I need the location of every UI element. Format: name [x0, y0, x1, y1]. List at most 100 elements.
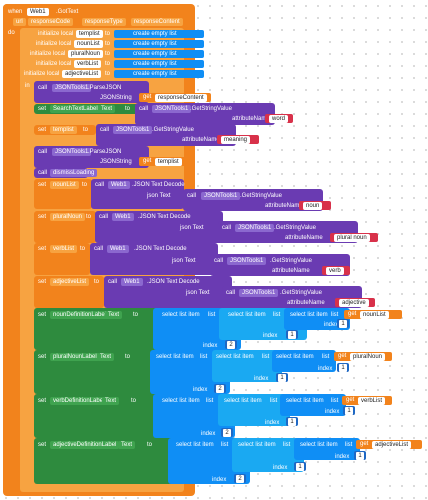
select-mid-2[interactable] — [212, 350, 282, 382]
local-name-templist[interactable]: templist — [76, 30, 103, 38]
call-kw: call — [38, 85, 48, 91]
init-local-3: initialize local — [30, 51, 66, 57]
init-local-4: initialize local — [36, 61, 72, 67]
event-component[interactable]: Web1 — [27, 8, 49, 16]
text-prop-1[interactable]: Text — [98, 105, 116, 113]
jsontools-comp-5[interactable]: JSONTools1 — [201, 192, 241, 200]
num-1c[interactable]: 1 — [339, 363, 347, 372]
param-url[interactable]: url — [13, 18, 26, 26]
decode-call-1[interactable] — [91, 179, 184, 209]
attributename-2: attributeName — [182, 137, 220, 143]
jsonstring-label-2: JSONString — [100, 159, 132, 165]
pluralnoun-set-field[interactable]: pluralNoun — [50, 213, 86, 221]
jsontools-comp-7[interactable]: JSONTools1 — [227, 257, 267, 265]
getstringvalue-1: .GetStringValue — [190, 106, 232, 112]
dismiss-loading[interactable]: dismissLoading — [50, 169, 98, 177]
local-name-pluralnoun[interactable]: pluralNoun — [68, 50, 104, 58]
select-kw-10: select list item — [176, 442, 214, 448]
jsontools-comp-4[interactable]: JSONTools1 — [52, 148, 92, 156]
select-mid-4[interactable] — [232, 438, 304, 472]
local-name-nounlist[interactable]: nounList — [74, 40, 103, 48]
select-inner-1[interactable] — [284, 308, 350, 330]
select-inner-4[interactable] — [294, 438, 360, 460]
num-2d[interactable]: 2 — [236, 474, 244, 483]
select-kw-9: select list item — [286, 398, 324, 404]
list-kw-12: list — [345, 442, 353, 448]
param-response-code[interactable]: responseCode — [28, 18, 74, 26]
select-inner-2[interactable] — [272, 350, 336, 372]
create-empty-list-5[interactable] — [114, 70, 204, 78]
select-inner-3[interactable] — [280, 394, 346, 416]
num-2a[interactable]: 2 — [227, 340, 235, 349]
get-verblist[interactable]: verbList — [358, 397, 386, 405]
web1-comp-4[interactable]: Web1 — [121, 278, 143, 286]
index-kw-7: index — [325, 409, 340, 415]
adjective-string[interactable]: adjective — [339, 298, 369, 307]
verb-string[interactable]: verb — [326, 266, 344, 275]
num-1e[interactable]: 1 — [345, 406, 353, 415]
get-adjectivelist[interactable]: adjectiveList — [372, 441, 412, 449]
meaning-string[interactable]: meaning — [221, 135, 251, 144]
word-string[interactable]: word — [269, 114, 289, 123]
local-name-verblist[interactable]: verbList — [74, 60, 102, 68]
web1-comp-2[interactable]: Web1 — [112, 213, 134, 221]
pluralnoun-label-field[interactable]: pluralNounLabel — [50, 353, 100, 361]
get-pluralnoun[interactable]: pluralNoun — [350, 353, 386, 361]
select-mid-3[interactable] — [218, 394, 290, 426]
num-1a[interactable]: 1 — [339, 319, 347, 328]
web1-comp-1[interactable]: Web1 — [108, 181, 130, 189]
noundef-label-field[interactable]: nounDefinitionLabel — [50, 311, 110, 319]
adjdef-label-field[interactable]: adjectiveDefinitionLabel — [50, 441, 120, 449]
create-5: create empty list — [133, 71, 177, 77]
plural-noun-string[interactable]: plural noun — [334, 233, 370, 242]
text-prop-3[interactable]: Text — [97, 353, 115, 361]
jsontools-comp-6[interactable]: JSONTools1 — [235, 224, 275, 232]
getstringvalue-3: .GetStringValue — [240, 193, 282, 199]
noun-string[interactable]: noun — [303, 201, 323, 210]
param-response-content[interactable]: responseContent — [131, 18, 183, 26]
jsontools-comp-3[interactable]: JSONTools1 — [113, 126, 153, 134]
attributename-1: attributeName — [232, 116, 270, 122]
to-set-1: to — [125, 106, 131, 112]
num-1h[interactable]: 1 — [296, 462, 304, 471]
get-templist[interactable]: templist — [155, 158, 182, 166]
decode-method-1: .JSON Text Decode — [132, 182, 185, 188]
get-kw-6: get — [360, 441, 369, 447]
init-local-1: initialize local — [38, 31, 74, 37]
get-response-content[interactable]: responseContent — [155, 94, 207, 102]
param-response-type[interactable]: responseType — [82, 18, 126, 26]
create-empty-list-2[interactable] — [114, 40, 204, 48]
call-kw-9: call — [222, 225, 232, 231]
create-empty-list-1[interactable] — [114, 30, 204, 38]
getstringvalue-4: .GetStringValue — [274, 225, 316, 231]
num-2c[interactable]: 2 — [223, 428, 231, 437]
jsontools-comp[interactable]: JSONTools1 — [52, 84, 92, 92]
text-prop-5[interactable]: Text — [118, 441, 136, 449]
text-prop-4[interactable]: Text — [102, 397, 120, 405]
verblist-set-field[interactable]: verbList — [50, 245, 78, 253]
jsontools-comp-8[interactable]: JSONTools1 — [239, 289, 279, 297]
web1-comp-3[interactable]: Web1 — [107, 245, 129, 253]
num-1f[interactable]: 1 — [288, 417, 296, 426]
text-prop-2[interactable]: Text — [105, 311, 123, 319]
num-2b[interactable]: 2 — [216, 384, 224, 393]
num-1d[interactable]: 1 — [278, 373, 286, 382]
searchtextlabel-field[interactable]: SearchTextLabel — [50, 105, 101, 113]
jsonstring-label: JSONString — [100, 95, 132, 101]
verbdef-label-field[interactable]: verbDefinitionLabel — [50, 397, 108, 405]
create-empty-list-4[interactable] — [114, 60, 204, 68]
create-empty-list-3[interactable] — [114, 50, 204, 58]
set-kw-8: set — [38, 354, 47, 360]
jsontools-comp-2[interactable]: JSONTools1 — [152, 105, 192, 113]
num-1b[interactable]: 1 — [288, 330, 296, 339]
get-nounlist[interactable]: nounList — [360, 311, 389, 319]
templist-set-field[interactable]: templist — [50, 126, 77, 134]
to-set-9: to — [131, 398, 137, 404]
adjectivelist-set-field[interactable]: adjectiveList — [50, 278, 90, 286]
num-1g[interactable]: 1 — [356, 451, 364, 460]
attributename-6: attributeName — [287, 300, 325, 306]
index-kw-6: index — [193, 387, 208, 393]
local-name-adjectivelist[interactable]: adjectiveList — [62, 70, 102, 78]
nounlist-set-field[interactable]: nounList — [50, 181, 79, 189]
call-kw-4: call — [38, 149, 48, 155]
